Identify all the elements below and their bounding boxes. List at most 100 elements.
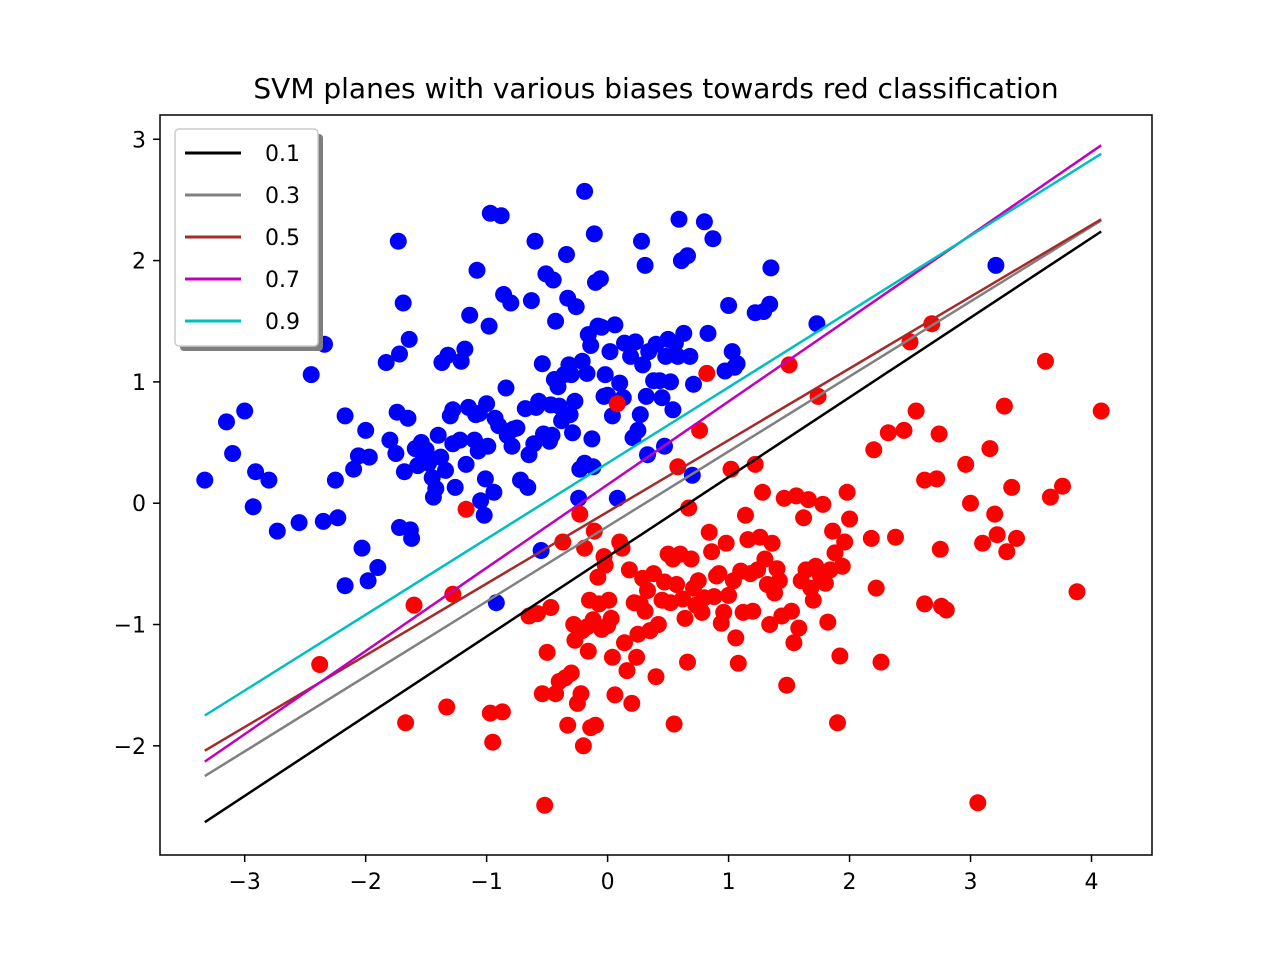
scatter-point xyxy=(457,500,475,518)
scatter-point xyxy=(616,634,633,652)
x-tick-label: −1 xyxy=(470,870,502,895)
scatter-point xyxy=(720,297,738,314)
scatter-point xyxy=(400,330,418,348)
scatter-point xyxy=(1092,402,1110,420)
scatter-point xyxy=(502,294,520,312)
scatter-point xyxy=(536,796,554,814)
scatter-point xyxy=(394,294,412,312)
scatter-point xyxy=(916,595,934,613)
scatter-point xyxy=(986,505,1004,523)
scatter-point xyxy=(761,616,779,633)
svm-line-0.9 xyxy=(204,152,1102,717)
scatter-point xyxy=(461,306,479,324)
scatter-point xyxy=(567,298,585,316)
scatter-point xyxy=(236,402,254,420)
scatter-point xyxy=(391,345,408,363)
scatter-point xyxy=(746,455,764,473)
scatter-point xyxy=(538,643,556,661)
scatter-point xyxy=(930,425,948,443)
scatter-point xyxy=(427,480,445,498)
scatter-point xyxy=(345,460,363,478)
scatter-point xyxy=(704,230,722,248)
scatter-point xyxy=(397,714,415,732)
scatter-point xyxy=(526,232,544,250)
scatter-point xyxy=(831,647,849,665)
scatter-point xyxy=(995,397,1013,415)
scatter-point xyxy=(528,605,546,623)
scatter-point xyxy=(682,550,700,568)
legend-label: 0.1 xyxy=(265,142,300,167)
scatter-point xyxy=(865,441,883,459)
scatter-point xyxy=(633,232,650,250)
scatter-point xyxy=(244,498,262,516)
scatter-point xyxy=(439,346,457,364)
scatter-point xyxy=(987,256,1005,274)
scatter-point xyxy=(761,295,779,313)
scatter-point xyxy=(836,533,854,551)
ticks-layer: −3 −2 −1 0 1 2 3 4 −2 −1 0 1 2 3 xyxy=(114,128,1099,895)
scatter-point xyxy=(931,540,949,558)
scatter-point xyxy=(561,406,579,424)
scatter-point xyxy=(737,506,754,524)
scatter-point xyxy=(689,572,707,590)
scatter-point xyxy=(969,794,987,812)
scatter-point xyxy=(1003,478,1021,496)
scatter-point xyxy=(359,572,377,590)
scatter-point xyxy=(693,603,711,621)
scatter-point xyxy=(783,602,800,620)
scatter-point xyxy=(608,395,626,413)
y-tick-label: −1 xyxy=(114,614,146,639)
scatter-point xyxy=(728,355,746,373)
scatter-point xyxy=(508,419,526,437)
scatter-point xyxy=(710,565,728,583)
scatter-point xyxy=(484,733,502,751)
scatter-point xyxy=(756,550,774,568)
scatter-point xyxy=(389,232,407,250)
scatter-point xyxy=(558,246,575,263)
scatter-point xyxy=(336,577,354,595)
scatter-point xyxy=(819,613,837,631)
scatter-point xyxy=(669,458,687,476)
x-tick-label: −3 xyxy=(228,870,260,895)
scatter-point xyxy=(544,271,562,289)
scatter-point xyxy=(336,407,354,425)
scatter-point xyxy=(636,256,654,274)
scatter-point xyxy=(780,356,798,374)
scatter-point xyxy=(691,421,709,439)
scatter-point xyxy=(623,694,641,712)
legend-label: 0.9 xyxy=(265,310,300,335)
x-tick-label: 1 xyxy=(722,870,736,895)
scatter-point xyxy=(634,356,652,374)
scatter-point xyxy=(608,489,626,507)
scatter-point xyxy=(962,494,979,512)
scatter-point xyxy=(680,499,698,517)
scatter-point xyxy=(649,616,667,633)
scatter-point xyxy=(826,544,844,562)
scatter-point xyxy=(715,603,733,621)
scatter-point xyxy=(974,534,992,552)
scatter-point xyxy=(533,355,551,373)
scatter-point xyxy=(399,409,417,427)
scatter-point xyxy=(311,656,329,673)
scatter-point xyxy=(360,448,378,466)
scatter-point xyxy=(928,470,946,488)
scatter-point xyxy=(887,528,904,546)
scatter-point xyxy=(326,471,344,489)
scatter-point xyxy=(475,506,493,524)
scatter-point xyxy=(879,424,897,442)
scatter-point xyxy=(457,455,475,473)
scatter-point xyxy=(562,664,580,682)
scatter-point xyxy=(584,458,602,476)
scatter-point xyxy=(937,601,955,619)
scatter-point xyxy=(476,470,494,488)
scatter-point xyxy=(676,609,694,627)
scatter-point xyxy=(547,312,565,330)
scatter-point xyxy=(268,522,286,540)
scatter-point xyxy=(754,483,771,501)
scatter-point xyxy=(417,441,435,459)
scatter-point xyxy=(554,533,572,551)
scatter-point xyxy=(639,582,656,599)
scatter-point xyxy=(603,648,621,666)
scatter-point xyxy=(353,539,371,557)
